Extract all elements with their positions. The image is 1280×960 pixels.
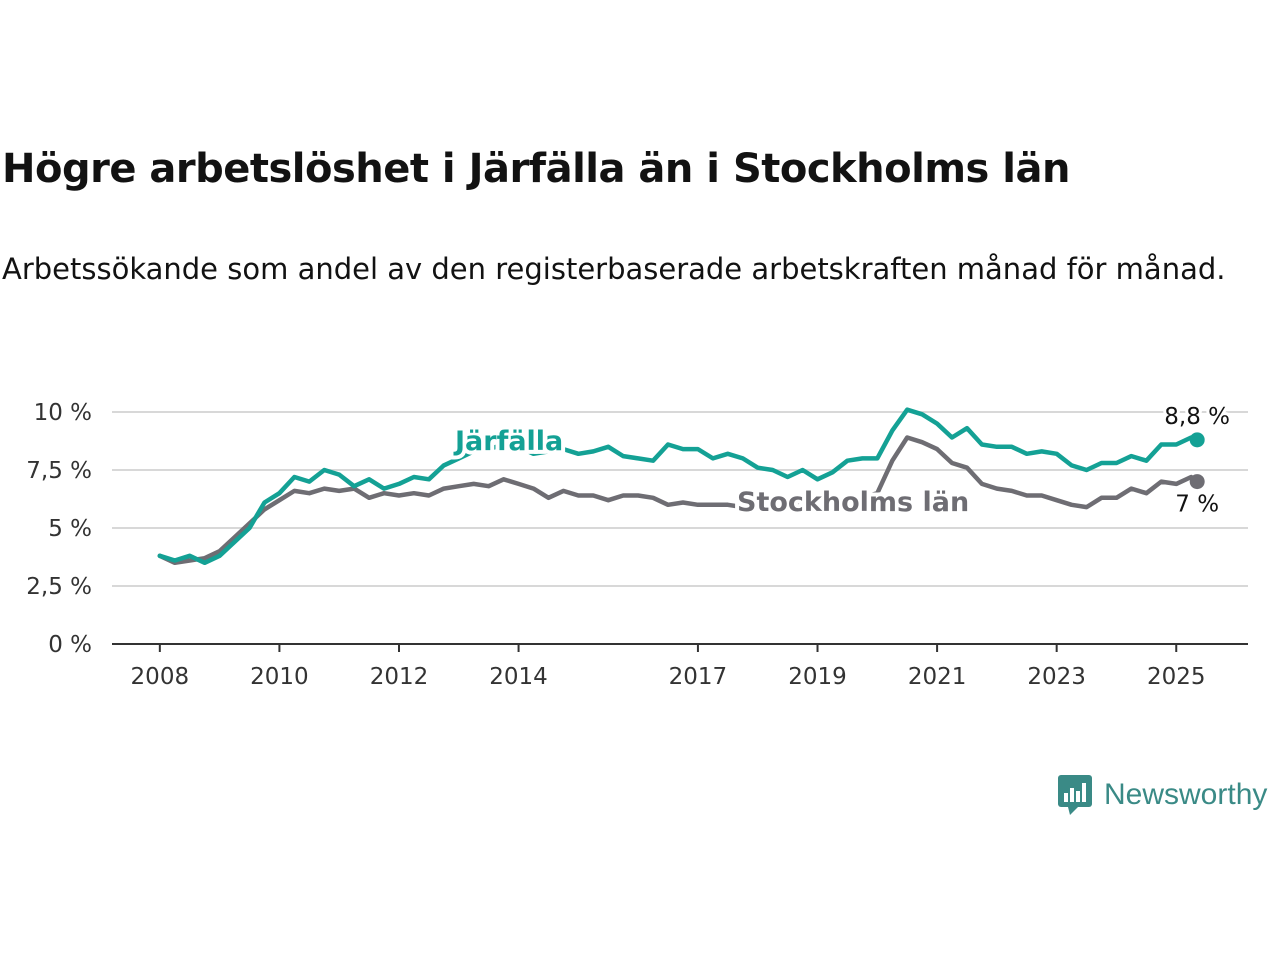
newsworthy-icon — [1058, 775, 1092, 815]
x-tick-label: 2019 — [788, 664, 847, 690]
y-tick-label: 2,5 % — [26, 574, 92, 600]
series-lines — [157, 407, 1205, 566]
gridlines — [112, 411, 1248, 587]
y-tick-label: 0 % — [48, 632, 92, 658]
chart-subtitle: Arbetssökande som andel av den registerb… — [2, 252, 1226, 286]
x-tick-label: 2010 — [250, 664, 309, 690]
series-line-stockholm — [157, 435, 1200, 566]
end-point-jarfalla — [1189, 432, 1205, 448]
x-tick-label: 2017 — [669, 664, 728, 690]
series-labels: Järfälla Stockholms län 8,8 % 7 % — [449, 401, 1233, 522]
end-label-jarfalla: 8,8 % — [1164, 404, 1230, 430]
x-tick-label: 2025 — [1147, 664, 1206, 690]
newsworthy-logo: Newsworthy — [1058, 772, 1267, 818]
series-label-stockholm: Stockholms län — [737, 487, 969, 518]
x-tick-label: 2021 — [908, 664, 967, 690]
y-axis-ticks: 0 % 2,5 % 5 % 7,5 % 10 % — [26, 400, 92, 658]
chart-title: Högre arbetslöshet i Järfälla än i Stock… — [2, 146, 1070, 192]
end-label-stockholm: 7 % — [1175, 492, 1219, 518]
y-tick-label: 10 % — [34, 400, 92, 426]
series-line-jarfalla — [157, 407, 1200, 566]
end-point-stockholm — [1189, 474, 1205, 490]
x-tick-label: 2023 — [1027, 664, 1086, 690]
line-chart: 0 % 2,5 % 5 % 7,5 % 10 % 2008 2010 2012 2014 201… — [26, 400, 1248, 690]
x-tick-label: 2008 — [131, 664, 190, 690]
x-tick-label: 2014 — [489, 664, 548, 690]
x-axis: 2008 2010 2012 2014 2017 2019 2021 2023 2025 — [112, 643, 1248, 690]
series-label-jarfalla: Järfälla — [453, 426, 563, 457]
y-tick-label: 5 % — [48, 516, 92, 542]
y-tick-label: 7,5 % — [26, 458, 92, 484]
x-tick-label: 2012 — [370, 664, 429, 690]
brand-name: Newsworthy — [1104, 778, 1268, 811]
